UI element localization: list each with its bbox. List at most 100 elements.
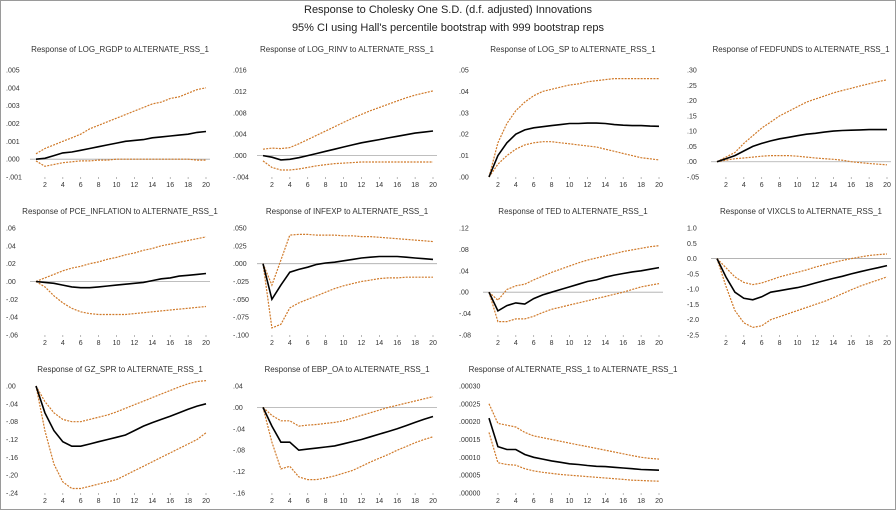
chart-6-ytick-label: -.025 [233, 279, 249, 286]
chart-7-ytick-label: -.04 [459, 311, 471, 318]
chart-6-title: Response of INFEXP to ALTERNATE_RSS_1 [266, 207, 429, 216]
chart-9-xtick-label: 14 [148, 498, 156, 505]
chart-10-ytick-label: -.04 [233, 426, 245, 433]
chart-8-response-line [716, 258, 888, 301]
chart-9-xtick-label: 18 [184, 498, 192, 505]
chart-2-ytick-label: -.004 [233, 175, 249, 182]
chart-8-xtick-label: 4 [742, 340, 746, 347]
chart-1-xtick-label: 6 [79, 182, 83, 189]
chart-6-ytick-label: .000 [233, 261, 247, 268]
chart-2-xtick-label: 10 [340, 182, 348, 189]
chart-2-xtick-label: 14 [375, 182, 383, 189]
chart-4-ytick-label: .15 [687, 113, 697, 120]
chart-10-response-line [262, 407, 434, 452]
chart-8-ytick-label: -2.0 [687, 317, 699, 324]
chart-7-xtick-label: 20 [655, 340, 663, 347]
chart-10-xtick-label: 10 [340, 498, 348, 505]
chart-2-ytick-label: .012 [233, 89, 247, 96]
chart-10-ytick-label: -.16 [233, 491, 245, 498]
chart-1-upper-band [35, 87, 207, 155]
chart-2-xtick-label: 18 [411, 182, 419, 189]
chart-4-ytick-label: -.05 [687, 175, 699, 182]
chart-5-xtick-label: 12 [131, 340, 139, 347]
chart-6-xtick-label: 8 [324, 340, 328, 347]
chart-8-ytick-label: -1.0 [687, 287, 699, 294]
chart-5-ytick-label: -.02 [6, 297, 18, 304]
chart-5-ytick-label: .06 [6, 226, 16, 233]
chart-6-ytick-label: .025 [233, 243, 247, 250]
chart-8-xtick-label: 20 [883, 340, 891, 347]
chart-4-xtick-label: 8 [778, 182, 782, 189]
chart-1-ytick-label: .003 [6, 103, 20, 110]
chart-2-ytick-label: .004 [233, 132, 247, 139]
chart-2-xtick-label: 20 [429, 182, 437, 189]
chart-10-upper-band [262, 396, 434, 427]
chart-3-xtick-label: 18 [637, 182, 645, 189]
chart-5-xtick-label: 2 [43, 340, 47, 347]
chart-11-xtick-label: 10 [566, 498, 574, 505]
chart-11-xtick-label: 6 [532, 498, 536, 505]
chart-9-xtick-label: 10 [113, 498, 121, 505]
chart-2-title: Response of LOG_RINV to ALTERNATE_RSS_1 [260, 45, 435, 54]
figure-title: Response to Cholesky One S.D. (d.f. adju… [304, 4, 592, 16]
chart-8-xtick-label: 2 [724, 340, 728, 347]
chart-11-ytick-label: .00025 [459, 401, 481, 408]
chart-4-response-line [716, 128, 887, 163]
chart-5-xtick-label: 14 [148, 340, 156, 347]
chart-11-ytick-label: .00000 [459, 491, 481, 498]
chart-5-xtick-label: 6 [79, 340, 83, 347]
chart-3-xtick-label: 10 [566, 182, 574, 189]
chart-1-xtick-label: 4 [61, 182, 65, 189]
chart-7-xtick-label: 2 [496, 340, 500, 347]
chart-3-xtick-label: 20 [655, 182, 663, 189]
chart-10-xtick-label: 8 [324, 498, 328, 505]
chart-5-xtick-label: 8 [97, 340, 101, 347]
chart-7-xtick-label: 4 [514, 340, 518, 347]
chart-9-xtick-label: 20 [202, 498, 210, 505]
chart-1-ytick-label: .004 [6, 85, 20, 92]
chart-3-upper-band [488, 77, 659, 178]
chart-11-xtick-label: 8 [550, 498, 554, 505]
chart-11-ytick-label: .00015 [459, 437, 481, 444]
chart-1-ytick-label: -.001 [6, 175, 22, 182]
chart-4-ytick-label: .00 [687, 159, 697, 166]
chart-1-lower-band [35, 158, 206, 167]
chart-7-xtick-label: 14 [601, 340, 609, 347]
chart-1-xtick-label: 12 [131, 182, 139, 189]
chart-7-ytick-label: -.08 [459, 333, 471, 340]
chart-2-xtick-label: 4 [288, 182, 292, 189]
chart-10-title: Response of EBP_OA to ALTERNATE_RSS_1 [264, 365, 430, 374]
chart-3-title: Response of LOG_SP to ALTERNATE_RSS_1 [490, 45, 656, 54]
chart-10-xtick-label: 4 [288, 498, 292, 505]
chart-3-ytick-label: .05 [459, 68, 469, 75]
chart-9-ytick-label: -.04 [6, 401, 18, 408]
chart-9-ytick-label: -.24 [6, 491, 18, 498]
chart-1-xtick-label: 8 [97, 182, 101, 189]
chart-1-xtick-label: 16 [166, 182, 174, 189]
chart-6-ytick-label: -.075 [233, 315, 249, 322]
chart-8-ytick-label: 1.0 [687, 226, 697, 233]
chart-3-ytick-label: .04 [459, 89, 469, 96]
chart-1-ytick-label: .001 [6, 139, 20, 146]
chart-4-ytick-label: .05 [687, 144, 697, 151]
chart-4-title: Response of FEDFUNDS to ALTERNATE_RSS_1 [712, 45, 890, 54]
chart-1-xtick-label: 10 [113, 182, 121, 189]
chart-6-ytick-label: .050 [233, 226, 247, 233]
chart-11-ytick-label: .00020 [459, 419, 481, 426]
chart-9-ytick-label: -.08 [6, 419, 18, 426]
chart-11-xtick-label: 4 [514, 498, 518, 505]
chart-9-xtick-label: 16 [166, 498, 174, 505]
chart-10-lower-band [262, 407, 434, 481]
chart-5-ytick-label: .04 [6, 243, 16, 250]
chart-9-ytick-label: -.12 [6, 437, 18, 444]
chart-7-title: Response of TED to ALTERNATE_RSS_1 [498, 207, 648, 216]
chart-1-ytick-label: .002 [6, 121, 20, 128]
chart-8-xtick-label: 6 [760, 340, 764, 347]
chart-5-ytick-label: -.04 [6, 315, 18, 322]
chart-4-ytick-label: .30 [687, 68, 697, 75]
chart-8-xtick-label: 12 [812, 340, 820, 347]
chart-3-lower-band [488, 141, 660, 178]
chart-6-xtick-label: 14 [375, 340, 383, 347]
chart-9-xtick-label: 12 [131, 498, 139, 505]
chart-5-ytick-label: .02 [6, 261, 16, 268]
